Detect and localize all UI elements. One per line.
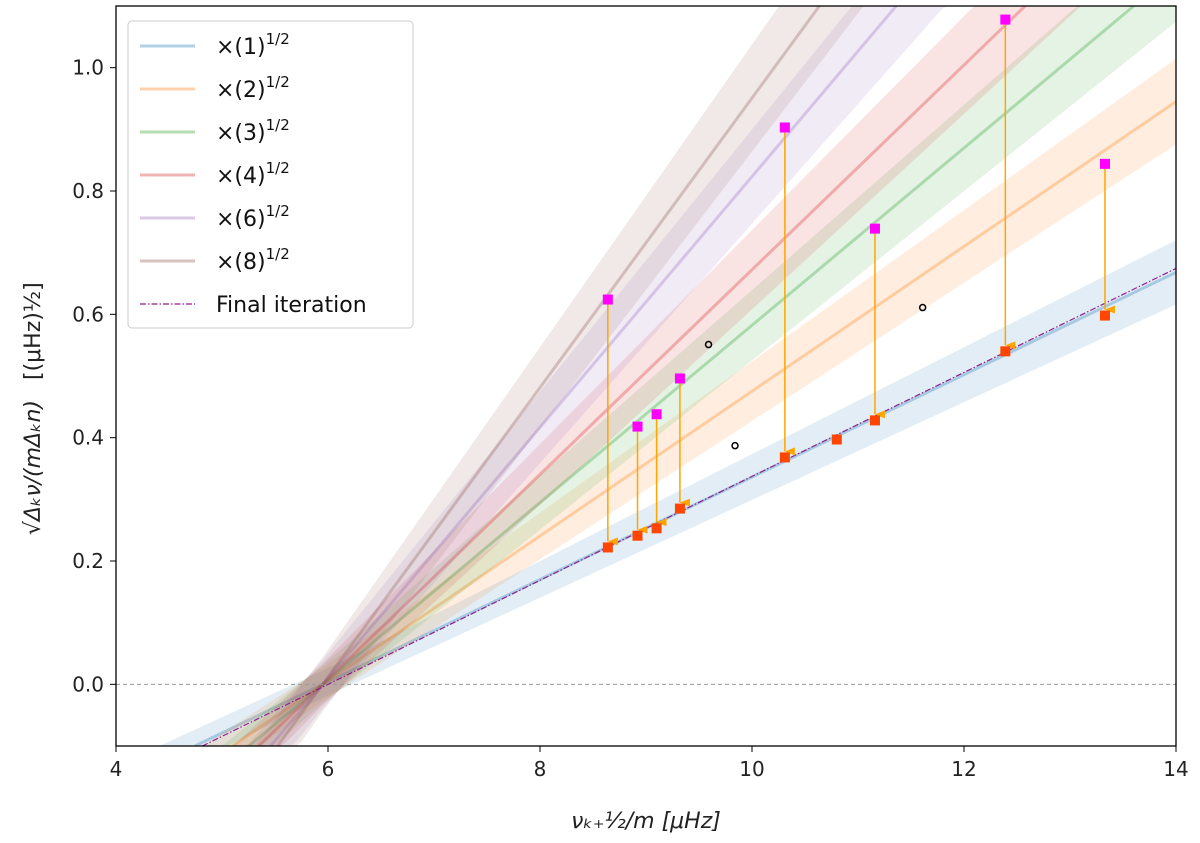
series-line-8: [276, 6, 821, 746]
confidence-band-4: [116, 6, 1176, 746]
x-tick-label: 10: [739, 757, 764, 781]
legend: ×(1)1/2 ×(2)1/2 ×(3)1/2 ×(4)1/2 ×(6)1/2 ×(8)1…: [127, 20, 414, 329]
legend-label-4: ×(4)1/2: [216, 159, 290, 189]
y-tick-label: 1.0: [72, 56, 104, 80]
ticks: 4 6 8 10 12 14 0.0 0.2 0.4 0.6 0.8 1.0: [72, 56, 1189, 781]
y-tick-label: 0.6: [72, 302, 104, 326]
initial-point: [869, 223, 880, 234]
y-axis-label-group: √Δₖν/(mΔₖn) [(μHz)½]: [21, 282, 46, 535]
y-tick-label: 0.0: [72, 672, 104, 696]
y-tick-label: 0.2: [72, 549, 104, 573]
series-line-4: [257, 6, 1027, 746]
y-tick-label: 0.4: [72, 426, 104, 450]
x-tick-label: 14: [1163, 757, 1188, 781]
legend-label-final: Final iteration: [216, 293, 367, 318]
corrected-point: [674, 503, 685, 514]
corrected-point: [1099, 310, 1110, 321]
series-line-2: [231, 100, 1176, 746]
y-axis-label: √Δₖν/(mΔₖn): [21, 400, 46, 535]
x-axis-label: νₖ₊½/m [μHz]: [571, 809, 721, 834]
initial-point: [1000, 14, 1011, 25]
series-line-6: [269, 6, 898, 746]
legend-label-1: ×(1)1/2: [216, 30, 290, 60]
initial-point: [674, 373, 685, 384]
legend-box: [127, 20, 414, 329]
confidence-band-3: [116, 6, 1176, 746]
initial-point: [632, 421, 643, 432]
corrected-point: [651, 523, 662, 534]
axes-frame: [115, 5, 1177, 747]
corrected-point: [602, 542, 613, 553]
corrected-point: [831, 434, 842, 445]
corrected-point: [632, 530, 643, 541]
legend-label-8: ×(8)1/2: [216, 245, 290, 275]
legend-label-6: ×(6)1/2: [216, 202, 290, 232]
initial-point: [779, 122, 790, 133]
series-line-3: [248, 6, 1135, 746]
initial-point: [651, 409, 662, 420]
final-iteration-line: [201, 267, 1176, 746]
x-tick-label: 8: [534, 757, 547, 781]
plot-area: [116, 6, 1176, 746]
initial-point: [602, 294, 613, 305]
x-tick-label: 12: [951, 757, 976, 781]
legend-label-3: ×(3)1/2: [216, 116, 290, 146]
corrected-point: [779, 452, 790, 463]
initial-point: [1099, 158, 1110, 169]
open-point: [918, 303, 927, 312]
corrected-point: [869, 415, 880, 426]
legend-label-2: ×(2)1/2: [216, 73, 290, 103]
open-point: [704, 340, 713, 349]
corrected-point: [1000, 346, 1011, 357]
x-tick-label: 4: [110, 757, 123, 781]
x-tick-label: 6: [322, 757, 335, 781]
y-axis-unit: [(μHz)½]: [21, 282, 46, 380]
open-point: [731, 441, 739, 450]
y-tick-label: 0.8: [72, 179, 104, 203]
